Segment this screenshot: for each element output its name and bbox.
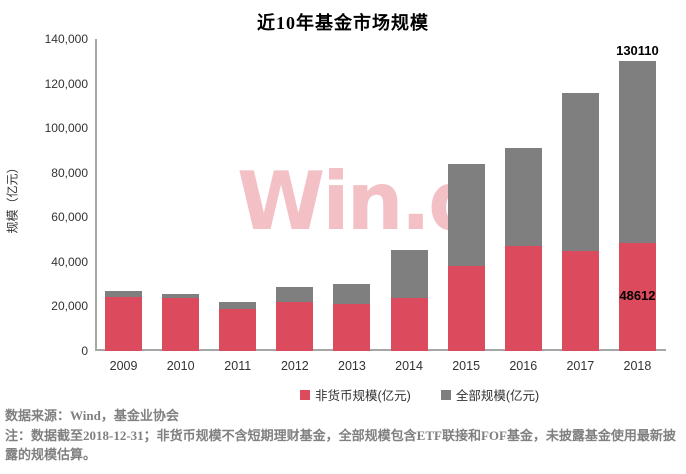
x-axis-label-2012: 2012	[280, 359, 309, 373]
source-text: 数据来源：Wind，基金业协会	[5, 408, 179, 423]
bar-nonmoney-2018	[618, 242, 656, 351]
y-axis-title: 规模（亿元）	[5, 161, 20, 234]
plot-area	[95, 39, 666, 351]
y-tick-label: 40,000	[51, 254, 88, 269]
bar-nonmoney-2015	[447, 265, 485, 351]
y-tick-label: 80,000	[51, 165, 88, 180]
y-tick-label: 100,000	[44, 121, 88, 136]
legend: 非货币规模(亿元) 全部规模(亿元)	[300, 385, 539, 404]
x-axis-label-2010: 2010	[166, 359, 195, 373]
legend-swatch-nonmoney-icon	[300, 389, 310, 400]
y-tick-label: 140,000	[44, 32, 88, 46]
legend-label-total: 全部规模(亿元)	[455, 389, 540, 403]
legend-label-nonmoney: 非货币规模(亿元)	[315, 389, 411, 403]
bar-nonmoney-2009	[105, 297, 143, 351]
x-axis-label-2017: 2017	[566, 359, 595, 373]
chart-title: 近10年基金市场规模	[257, 13, 429, 33]
bar-nonmoney-2012	[276, 302, 314, 351]
x-axis-label-2013: 2013	[338, 359, 366, 373]
x-axis-label-2011: 2011	[224, 359, 252, 373]
y-tick-label: 20,000	[51, 299, 88, 314]
legend-swatch-total-icon	[440, 389, 451, 400]
legend-item-nonmoney: 非货币规模(亿元)	[300, 385, 411, 404]
x-axis-label-2014: 2014	[395, 359, 423, 373]
data-label-130110: 130110	[616, 43, 659, 59]
data-label-48612: 48612	[619, 287, 656, 303]
wind-watermark: Win.d	[237, 155, 485, 248]
x-axis-label-2018: 2018	[623, 359, 652, 373]
y-tick-label: 120,000	[44, 76, 88, 91]
bar-nonmoney-2013	[333, 303, 371, 351]
legend-item-total: 全部规模(亿元)	[440, 385, 540, 404]
bar-nonmoney-2017	[561, 251, 599, 351]
bar-nonmoney-2011	[219, 308, 257, 351]
bar-nonmoney-2016	[504, 245, 542, 351]
bar-nonmoney-2010	[162, 298, 200, 351]
bar-nonmoney-2014	[390, 297, 428, 351]
x-axis-label-2015: 2015	[452, 359, 481, 373]
y-tick-label: 0	[81, 344, 88, 358]
x-axis-label-2009: 2009	[109, 359, 138, 373]
note-text: 注：数据截至2018-12-31；非货币规模不含短期理财基金，全部规模包含ETF…	[5, 428, 676, 462]
x-axis-label-2016: 2016	[509, 359, 538, 373]
y-tick-label: 60,000	[51, 210, 88, 225]
